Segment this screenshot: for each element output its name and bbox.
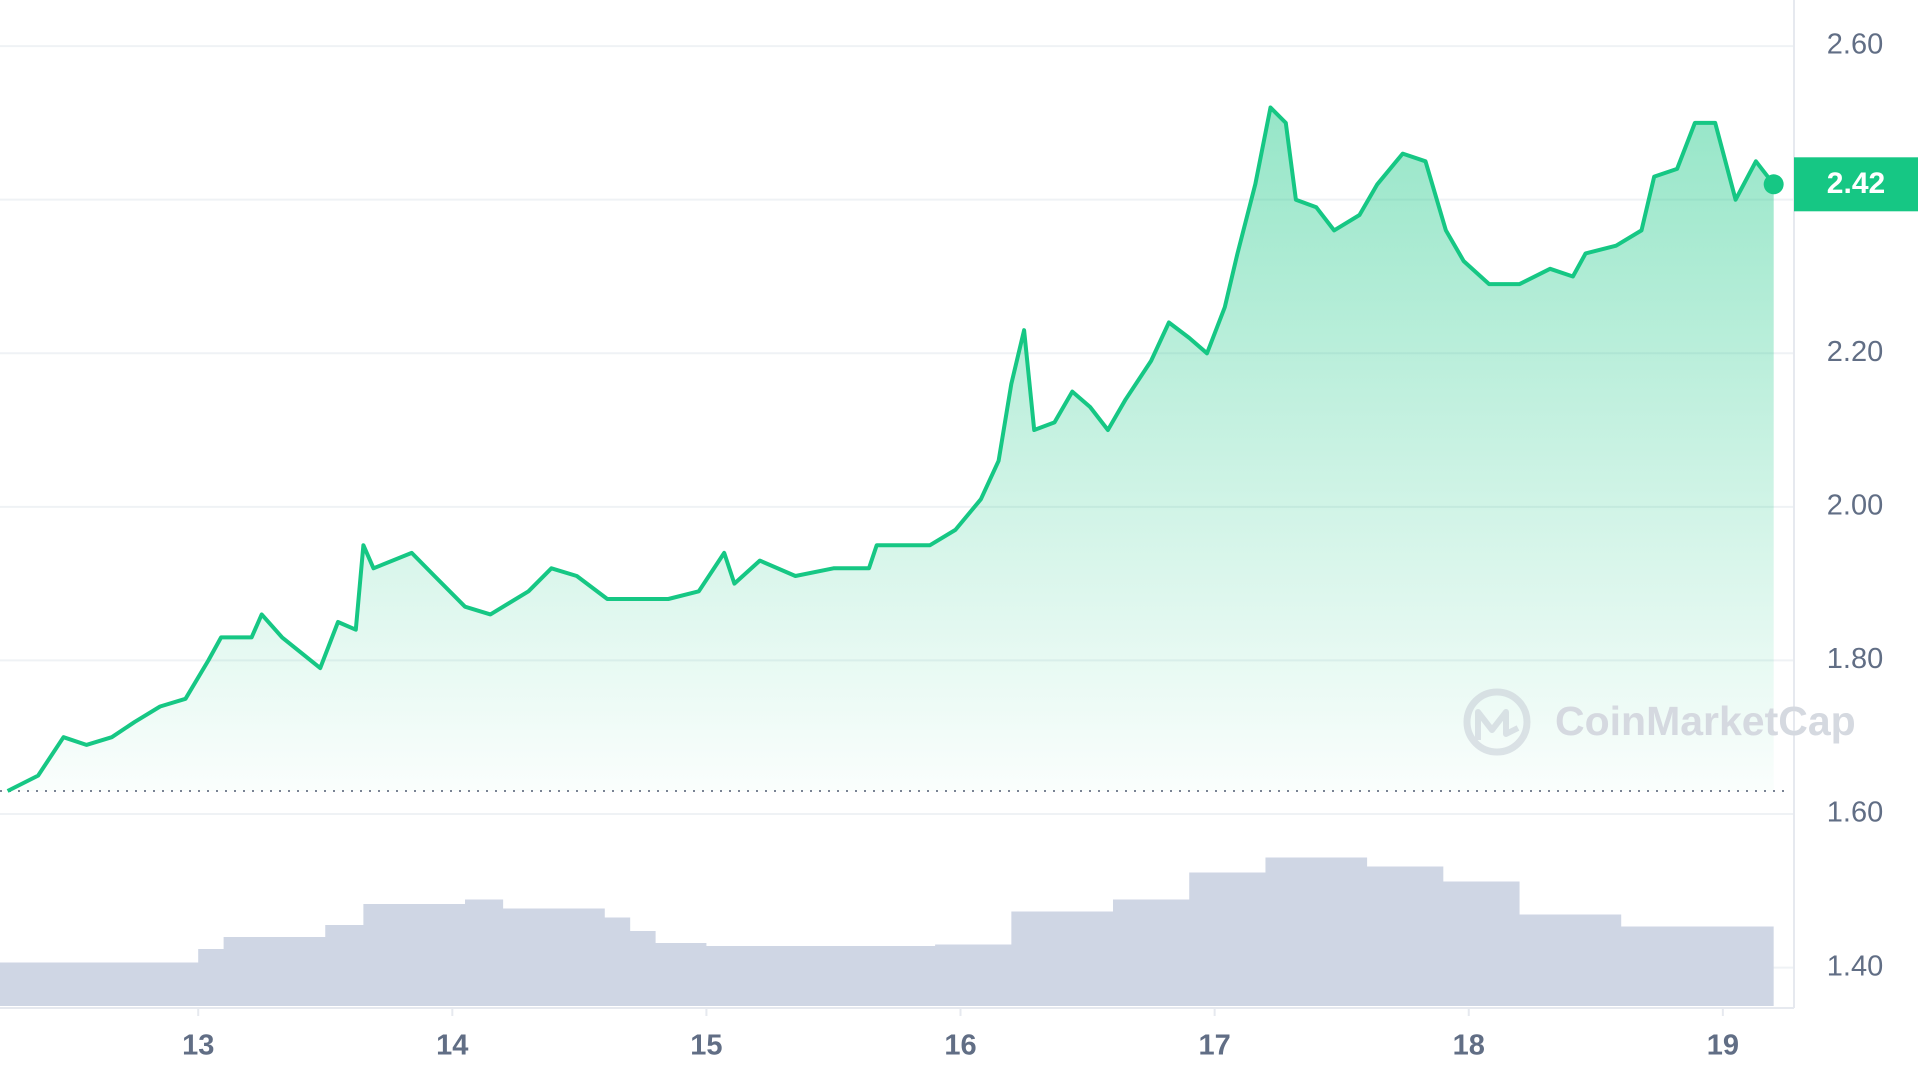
y-tick-label: 1.80 bbox=[1827, 643, 1883, 675]
watermark: CoinMarketCap bbox=[1555, 698, 1856, 744]
last-point bbox=[1763, 174, 1784, 195]
x-tick-label: 18 bbox=[1453, 1030, 1485, 1062]
price-tag-label: 2.42 bbox=[1827, 167, 1885, 200]
x-tick-label: 17 bbox=[1199, 1030, 1231, 1062]
volume-area bbox=[0, 857, 1774, 1006]
volume-layer bbox=[0, 857, 1774, 1006]
watermark-logo bbox=[1463, 688, 1531, 756]
x-tick-label: 16 bbox=[944, 1030, 976, 1062]
y-tick-label: 1.40 bbox=[1827, 950, 1883, 982]
x-tick-label: 14 bbox=[436, 1030, 468, 1062]
price-line bbox=[6, 105, 1776, 793]
y-tick-label: 2.20 bbox=[1827, 336, 1883, 368]
x-tick-label: 15 bbox=[690, 1030, 722, 1062]
y-tick-label: 1.60 bbox=[1827, 797, 1883, 829]
y-tick-label: 2.60 bbox=[1827, 29, 1883, 61]
price-layer bbox=[0, 105, 1784, 793]
price-tag bbox=[1794, 157, 1918, 212]
x-tick-label: 13 bbox=[182, 1030, 214, 1062]
x-tick-label: 19 bbox=[1707, 1030, 1739, 1062]
price-area bbox=[7, 107, 1774, 791]
y-tick-label: 2.00 bbox=[1827, 489, 1883, 521]
